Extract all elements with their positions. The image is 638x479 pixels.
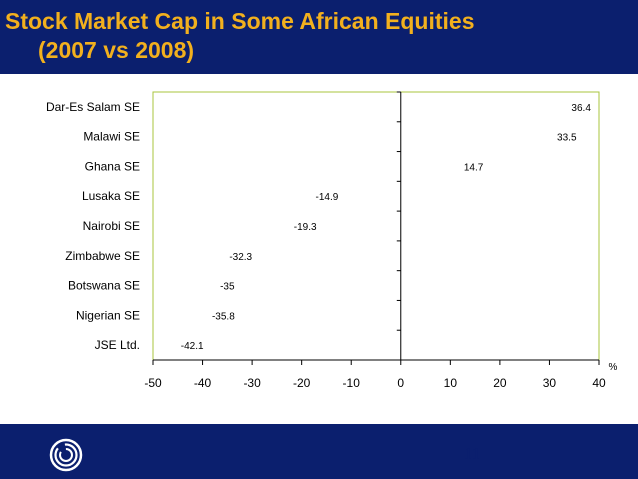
x-tick-label: -10 [343,376,361,390]
bar [223,306,400,324]
category-label: Botswana SE [68,279,140,293]
x-tick-label: 10 [444,376,458,390]
category-label: Lusaka SE [82,189,140,203]
x-tick-label: -40 [194,376,212,390]
category-label: Nigerian SE [76,308,140,322]
data-label: -35.8 [212,311,235,322]
x-tick-label: 40 [592,376,606,390]
category-label: Ghana SE [85,159,140,173]
x-tick-label: 20 [493,376,507,390]
category-label: Zimbabwe SE [65,249,140,263]
bar [401,128,567,146]
slide-title-line2: (2007 vs 2008) [38,37,195,63]
x-tick-label: -30 [243,376,261,390]
bar [305,217,401,235]
category-label: Nairobi SE [83,219,140,233]
footer-bar [0,424,638,479]
title-banner [0,0,638,74]
bar [227,277,400,295]
page-number: 11 [464,444,481,463]
category-label: Malawi SE [83,130,140,144]
x-tick-label: 0 [397,376,404,390]
slide-title-line1: Stock Market Cap in Some African Equitie… [5,8,475,34]
bar [401,157,474,175]
circular-swirl-logo-icon [49,438,83,472]
data-label: -14.9 [316,192,339,203]
category-label: Dar-Es Salam SE [46,100,140,114]
category-label: JSE Ltd. [95,338,140,352]
data-label: -32.3 [229,252,252,263]
data-label: -35 [220,282,235,293]
x-unit-label: % [609,362,618,373]
data-label: 14.7 [464,162,484,173]
data-label: -42.1 [181,341,204,352]
market-cap-bar-chart: -50 -40 -30 -20 -10 0 10 20 30 40% Dar-Es Salam SE… [46,91,618,390]
x-tick-label: -50 [144,376,162,390]
data-label: -19.3 [294,222,317,233]
x-tick-label: 30 [543,376,557,390]
bar [192,336,401,354]
data-label: 36.4 [571,103,591,114]
data-label: 33.5 [557,133,577,144]
bar [241,247,401,265]
bar [401,98,581,116]
x-tick-label: -20 [293,376,311,390]
